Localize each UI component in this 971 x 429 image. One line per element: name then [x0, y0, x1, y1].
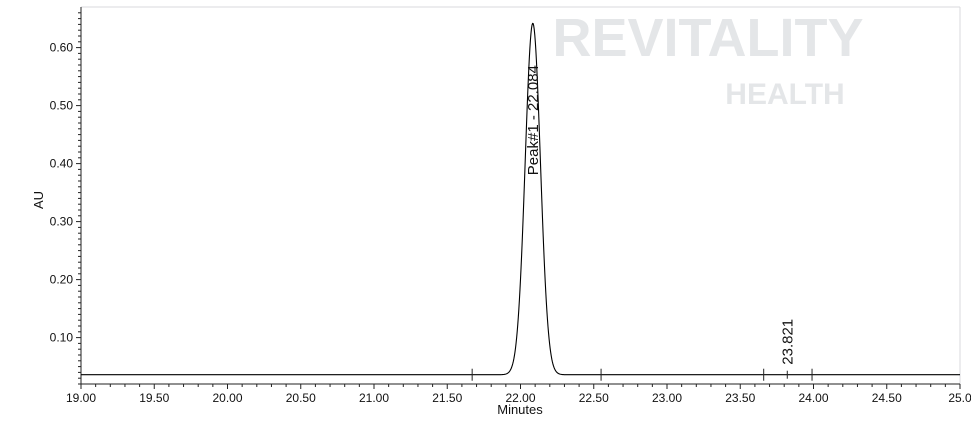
y-tick-label: 0.50: [50, 99, 74, 113]
peak-label: 23.821: [779, 319, 796, 365]
chromatogram-trace: [81, 22, 960, 376]
y-tick-label: 0.60: [50, 41, 74, 55]
peak-label: Peak#1 - 22.084: [525, 65, 542, 175]
x-tick-label: 21.50: [432, 391, 462, 405]
x-tick-label: 24.00: [798, 391, 828, 405]
x-tick-label: 21.00: [359, 391, 389, 405]
x-axis-ticks: 19.00 19.50 20.00 20.50 21.00 21.50 22.00 22.50…: [66, 384, 971, 405]
x-axis-title: Minutes: [497, 402, 543, 417]
x-tick-label: 19.00: [66, 391, 96, 405]
x-tick-label: 22.50: [579, 391, 609, 405]
y-tick-label: 0.10: [50, 331, 74, 345]
peak-labels: Peak#1 - 22.084 23.821: [525, 65, 796, 365]
y-tick-label: 0.20: [50, 273, 74, 287]
watermark-brand-subtitle: HEALTH: [725, 78, 844, 111]
y-tick-label: 0.40: [50, 157, 74, 171]
x-tick-label: 23.50: [725, 391, 755, 405]
x-tick-label: 25.0: [948, 391, 971, 405]
y-axis-title: AU: [31, 191, 46, 209]
watermark-brand-name: REVITALITY: [552, 8, 863, 68]
x-tick-label: 23.00: [652, 391, 682, 405]
y-tick-label: 0.30: [50, 215, 74, 229]
x-tick-label: 22.00: [505, 391, 535, 405]
x-tick-label: 20.50: [286, 391, 316, 405]
y-axis-ticks: 0.10 0.20 0.30 0.40 0.50 0.60: [50, 12, 81, 385]
x-tick-label: 20.00: [212, 391, 242, 405]
x-tick-label: 19.50: [139, 391, 169, 405]
x-tick-label: 24.50: [872, 391, 902, 405]
peak-markers: [471, 368, 813, 381]
